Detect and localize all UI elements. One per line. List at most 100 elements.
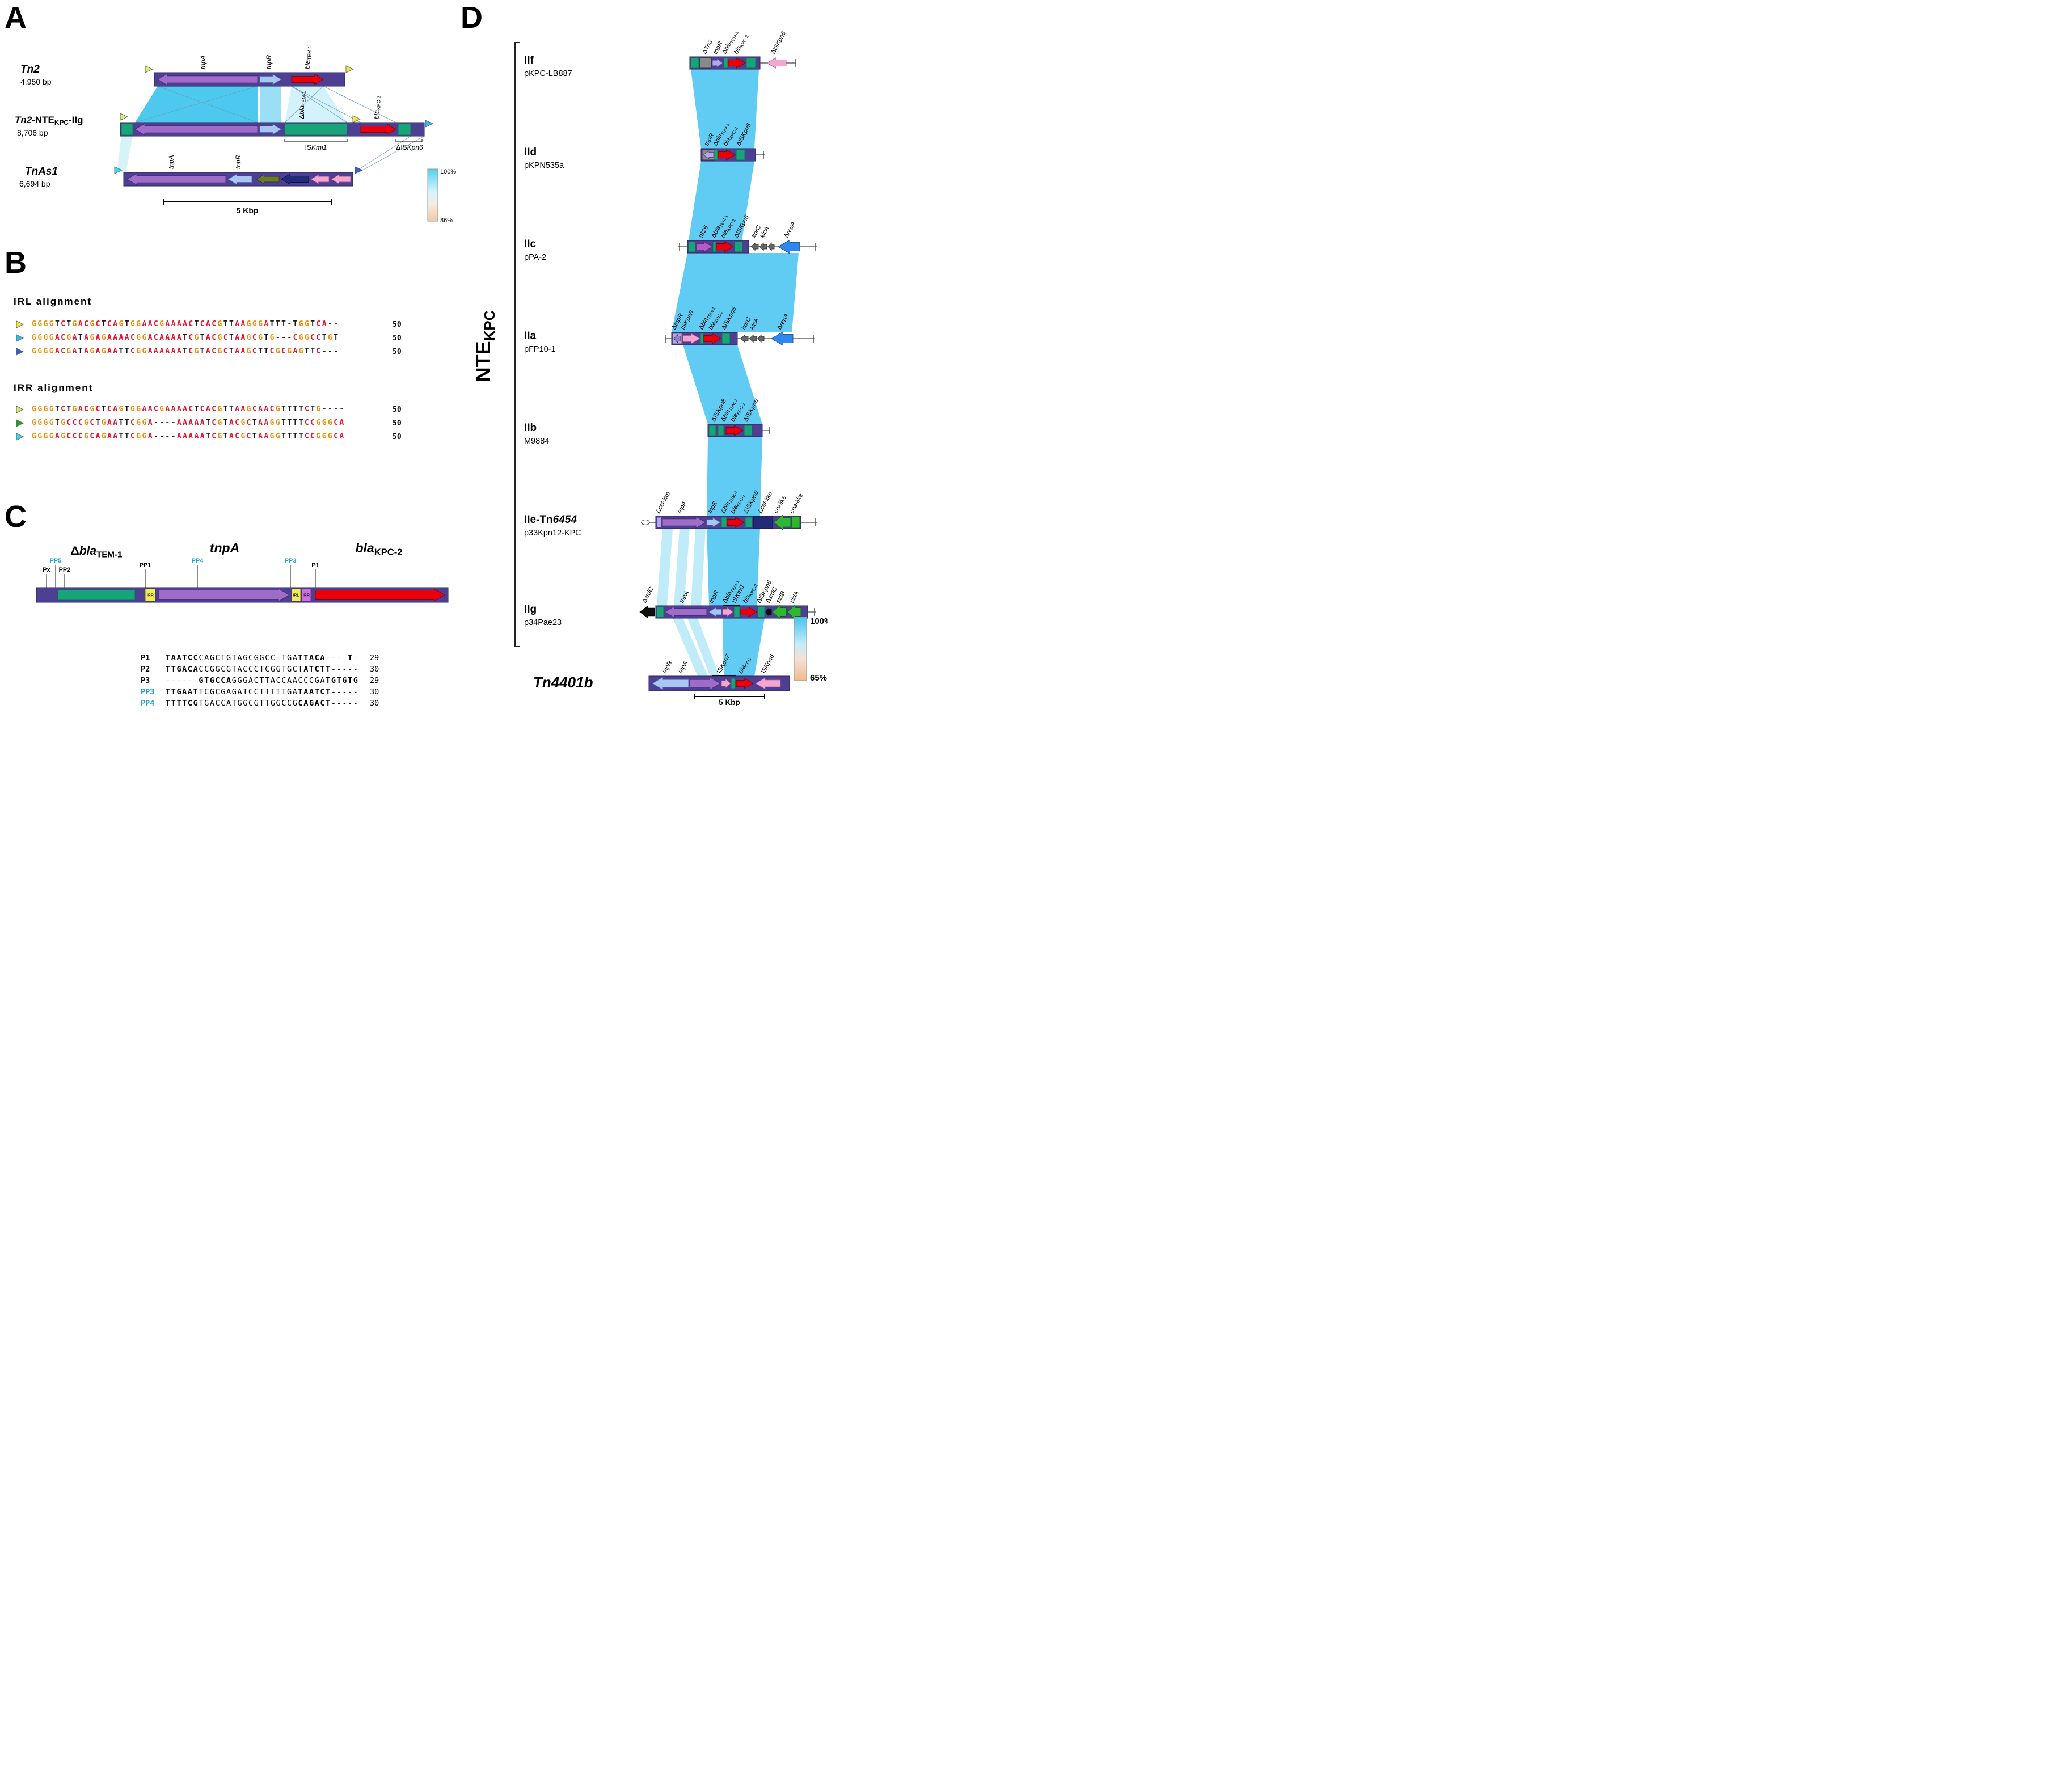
alignment-length: 30	[370, 687, 379, 696]
gene-arrow	[673, 333, 681, 344]
base: T	[66, 405, 73, 413]
base: C	[188, 347, 195, 356]
ir-triangle-glyph	[16, 348, 24, 356]
legend-min: 65%	[810, 673, 827, 683]
base: C	[200, 320, 206, 328]
base: T	[298, 405, 305, 413]
base: C	[223, 333, 229, 342]
base: C	[153, 320, 160, 328]
text-run: cel-like	[657, 491, 672, 511]
gene-label: tnpA	[210, 541, 239, 555]
base: A	[206, 405, 212, 413]
text-run: 5 Kbp	[237, 206, 259, 215]
ir-triangle	[355, 166, 363, 174]
origin-marker	[641, 520, 650, 525]
text-run: KPC-2	[374, 547, 403, 558]
text-run: Px	[43, 567, 50, 573]
base: G	[32, 432, 38, 441]
base: -	[165, 419, 171, 427]
homology-ribbon	[657, 529, 673, 606]
base: T	[124, 347, 130, 356]
text-run: IS	[760, 666, 769, 675]
gene-block	[718, 425, 724, 436]
base: G	[298, 347, 305, 356]
sequence-segment: TTTTCG	[166, 699, 199, 706]
primer-name: P3	[141, 676, 150, 685]
base: A	[95, 347, 102, 356]
base: A	[183, 320, 189, 328]
text-run: pPA-2	[524, 253, 546, 262]
base: C	[61, 405, 67, 413]
ir-triangle-glyph	[16, 419, 24, 427]
base: A	[113, 405, 119, 413]
text-run: cel-like	[759, 491, 774, 511]
base: A	[194, 419, 200, 427]
gene-block	[733, 606, 740, 618]
homology-line	[358, 136, 425, 173]
base: G	[130, 320, 137, 328]
primer-name: PP3	[141, 687, 155, 696]
base: A	[72, 333, 78, 342]
gene-block	[791, 516, 800, 529]
base: A	[293, 347, 299, 356]
base: T	[293, 320, 299, 328]
base: T	[183, 347, 189, 356]
gene-arrow	[157, 73, 258, 86]
base: A	[107, 347, 113, 356]
base: A	[84, 333, 90, 342]
homology-line	[291, 86, 348, 123]
base: T	[66, 320, 73, 328]
base: A	[113, 320, 119, 328]
panel-d-label: D	[461, 1, 483, 35]
sequence-row: GGGGACGATAGAGAAAACGGACAAAATCGTACGCTAAGCG…	[16, 333, 447, 345]
base: C	[95, 405, 102, 413]
base: G	[217, 347, 223, 356]
base: A	[258, 432, 264, 441]
gene-label: Δcel-like	[655, 491, 672, 514]
text-run: IIc	[524, 238, 537, 250]
base: A	[183, 419, 189, 427]
base: A	[165, 347, 171, 356]
figure-canvas: A B C D Tn2 4,950 bp Tn2-NTEKPC-IIg 8,70…	[0, 0, 828, 706]
base: A	[176, 419, 183, 427]
base: G	[43, 432, 49, 441]
alignment-length: 50	[393, 334, 402, 343]
gene-arrow	[772, 605, 787, 619]
base: A	[264, 320, 270, 328]
base: A	[264, 432, 270, 441]
base: G	[305, 333, 311, 342]
text-run: KPC	[54, 118, 69, 126]
text-run: IIe-Tn	[524, 514, 553, 526]
text-run: TEM-1	[301, 91, 307, 105]
base: -	[287, 333, 293, 342]
base: T	[293, 405, 299, 413]
primer-alignment-row: PP4 TTTTCGTGACCATGGCGTTGGCCGCAGACT----- 30	[0, 699, 442, 706]
base: G	[246, 405, 252, 413]
gene-block	[714, 149, 718, 161]
base: T	[264, 347, 270, 356]
gene-block	[734, 241, 743, 252]
text-run: IIf	[524, 54, 534, 66]
gene-block	[736, 149, 745, 161]
identity-legend	[794, 617, 807, 681]
base: C	[235, 419, 241, 427]
base: T	[322, 333, 328, 342]
base: T	[206, 419, 212, 427]
text-run: Tn2	[20, 64, 40, 75]
base: G	[90, 347, 96, 356]
primer-label: PP5	[50, 558, 62, 564]
text-run: 5 Kbp	[719, 698, 740, 706]
text-run: KPC-2	[376, 95, 382, 110]
text-run: p34Pae23	[524, 618, 562, 627]
base: C	[107, 320, 113, 328]
text-run: -IIg	[69, 115, 83, 125]
text-run: IS	[305, 143, 311, 151]
gene-arrow	[766, 57, 787, 69]
base: A	[95, 333, 102, 342]
base: G	[136, 320, 142, 328]
base: C	[95, 320, 102, 328]
base: C	[66, 432, 73, 441]
base: G	[84, 419, 90, 427]
base: G	[194, 333, 200, 342]
gene-block	[688, 241, 696, 252]
